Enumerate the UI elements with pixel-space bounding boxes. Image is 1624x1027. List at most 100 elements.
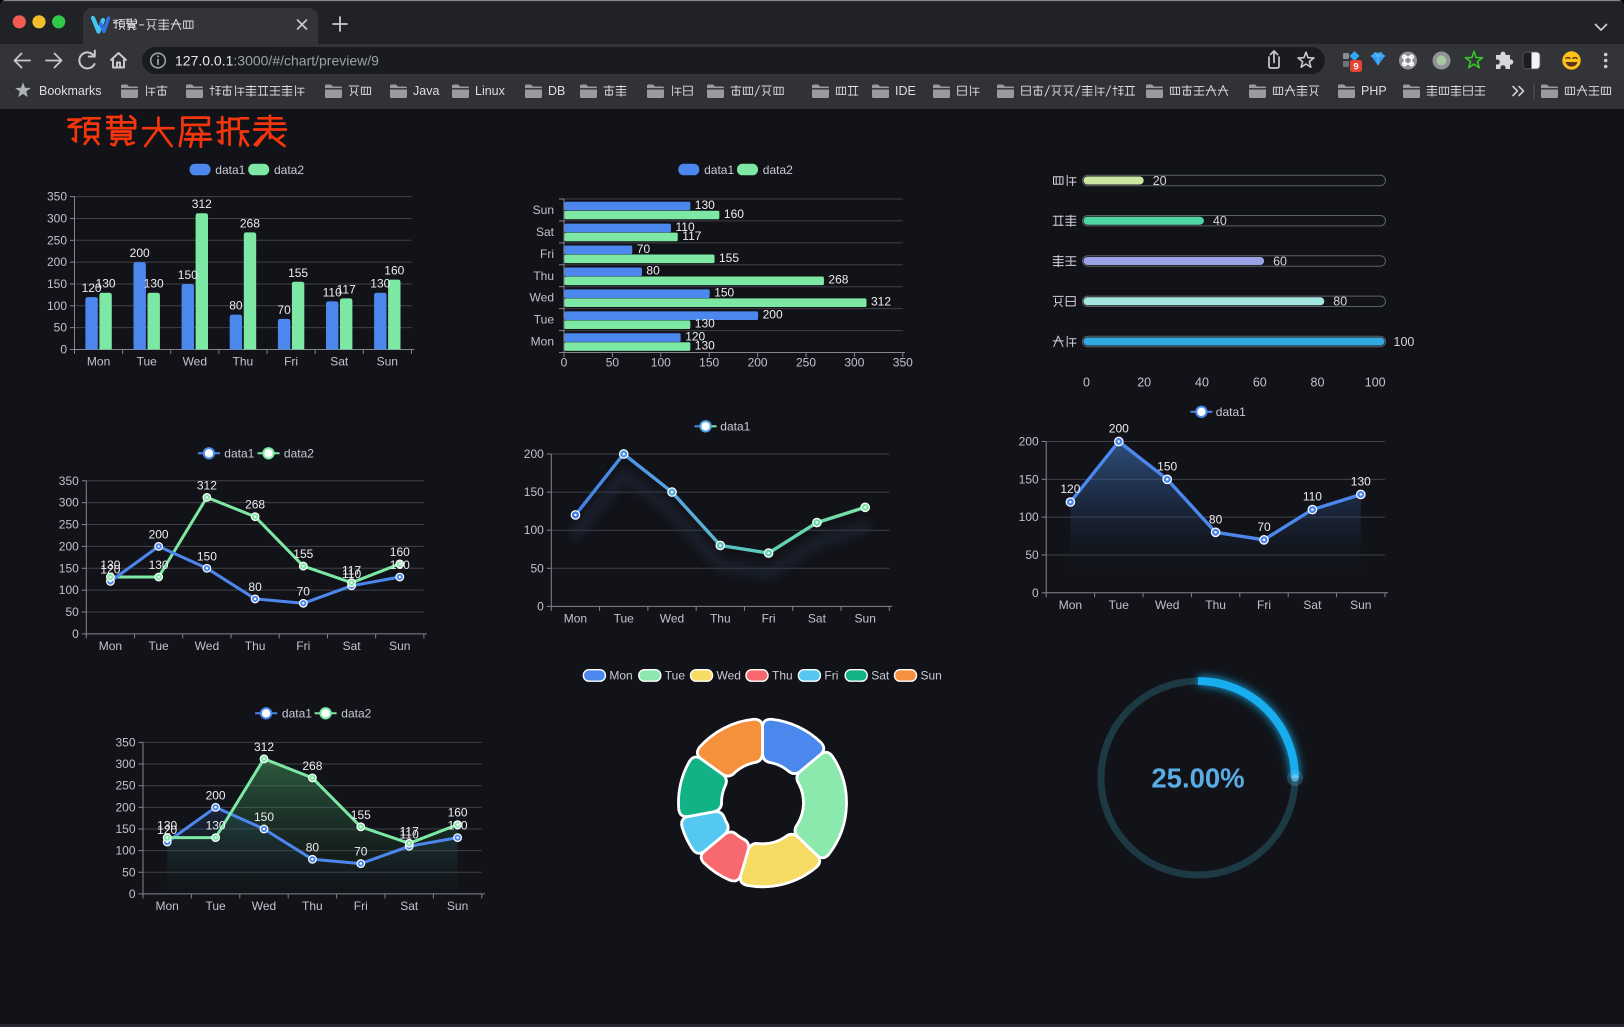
svg-text:0: 0: [537, 599, 544, 613]
svg-text:Wed: Wed: [530, 291, 554, 305]
svg-text:Sun: Sun: [447, 899, 468, 913]
svg-text:117: 117: [342, 564, 361, 578]
svg-text:data1: data1: [1216, 405, 1246, 419]
svg-text:250: 250: [59, 518, 79, 532]
svg-text:Sun: Sun: [855, 611, 876, 625]
svg-text:0: 0: [561, 356, 568, 370]
svg-text:117: 117: [682, 229, 701, 243]
svg-text:Thu: Thu: [302, 899, 323, 913]
svg-text:80: 80: [306, 840, 320, 854]
svg-text:200: 200: [149, 527, 169, 541]
svg-text:300: 300: [59, 496, 79, 510]
svg-text:Mon: Mon: [156, 899, 179, 913]
svg-text:50: 50: [54, 321, 68, 335]
svg-text:Fri: Fri: [354, 899, 368, 913]
svg-text:160: 160: [448, 806, 468, 820]
svg-text:Thu: Thu: [233, 355, 254, 369]
svg-text:200: 200: [130, 246, 150, 260]
svg-text:110: 110: [1303, 490, 1322, 504]
svg-text:DB: DB: [548, 84, 565, 98]
svg-text:312: 312: [871, 295, 891, 309]
svg-text:Sat: Sat: [343, 639, 362, 653]
svg-text:150: 150: [59, 561, 79, 575]
svg-text:data2: data2: [284, 447, 314, 461]
svg-text:80: 80: [646, 264, 660, 278]
svg-text:100: 100: [115, 844, 135, 858]
svg-text:Mon: Mon: [531, 335, 554, 349]
svg-text:200: 200: [115, 800, 135, 814]
svg-text:50: 50: [530, 561, 544, 575]
svg-text:160: 160: [724, 207, 744, 221]
svg-text:0: 0: [60, 343, 67, 357]
svg-text:110: 110: [676, 220, 695, 234]
svg-text:data1: data1: [282, 707, 312, 721]
svg-text:Bookmarks: Bookmarks: [39, 84, 102, 98]
svg-text:130: 130: [695, 339, 715, 353]
svg-text:Fri: Fri: [1257, 598, 1271, 612]
svg-text:100: 100: [651, 356, 671, 370]
svg-text:100: 100: [59, 583, 79, 597]
svg-text:Sun: Sun: [921, 669, 942, 683]
svg-text:50: 50: [122, 865, 136, 879]
svg-text:120: 120: [82, 281, 102, 295]
svg-text:0: 0: [129, 887, 136, 901]
svg-text:Fri: Fri: [296, 639, 310, 653]
svg-text:9: 9: [1353, 62, 1358, 73]
svg-text:Mon: Mon: [609, 669, 632, 683]
svg-text:IDE: IDE: [895, 84, 916, 98]
svg-text:Mon: Mon: [1059, 598, 1082, 612]
svg-text:350: 350: [47, 190, 67, 204]
svg-text:data2: data2: [274, 163, 304, 177]
svg-text:Mon: Mon: [87, 355, 110, 369]
svg-text:80: 80: [1311, 376, 1325, 390]
svg-text:50: 50: [1025, 548, 1039, 562]
svg-text:40: 40: [1213, 214, 1227, 228]
svg-text:150: 150: [47, 277, 67, 291]
svg-text:200: 200: [59, 539, 79, 553]
svg-text:Fri: Fri: [284, 355, 298, 369]
svg-text:130: 130: [100, 558, 120, 572]
svg-text:Sat: Sat: [871, 669, 890, 683]
svg-text:130: 130: [448, 819, 468, 833]
svg-text:150: 150: [197, 549, 217, 563]
svg-text:20: 20: [1137, 376, 1151, 390]
svg-text:80: 80: [248, 580, 262, 594]
svg-text:130: 130: [149, 558, 169, 572]
svg-text:50: 50: [65, 605, 79, 619]
svg-text:268: 268: [302, 759, 322, 773]
svg-text:312: 312: [197, 478, 217, 492]
svg-text:250: 250: [115, 779, 135, 793]
svg-text:Thu: Thu: [772, 669, 793, 683]
svg-text:Tue: Tue: [614, 611, 635, 625]
svg-text:312: 312: [254, 740, 274, 754]
svg-text:0: 0: [1032, 586, 1039, 600]
svg-text:Fri: Fri: [762, 611, 776, 625]
svg-text:150: 150: [115, 822, 135, 836]
svg-text:155: 155: [288, 266, 308, 280]
svg-text:0: 0: [1083, 376, 1090, 390]
svg-text:250: 250: [47, 233, 67, 247]
svg-text:Sat: Sat: [536, 225, 555, 239]
svg-text:Wed: Wed: [195, 639, 219, 653]
svg-text:100: 100: [1365, 376, 1386, 390]
svg-text:130: 130: [96, 277, 116, 291]
svg-text:100: 100: [47, 299, 67, 313]
svg-text:Wed: Wed: [717, 669, 741, 683]
svg-text:350: 350: [893, 356, 913, 370]
svg-text:120: 120: [100, 562, 120, 576]
svg-text:Wed: Wed: [252, 899, 276, 913]
svg-text:150: 150: [1019, 472, 1039, 486]
svg-text:300: 300: [47, 211, 67, 225]
svg-text:Thu: Thu: [1205, 598, 1226, 612]
svg-text:130: 130: [144, 277, 164, 291]
svg-text:100: 100: [1019, 510, 1039, 524]
svg-text:Mon: Mon: [99, 639, 122, 653]
svg-text:40: 40: [1195, 376, 1209, 390]
svg-text:Thu: Thu: [533, 269, 554, 283]
svg-text:Sat: Sat: [808, 611, 827, 625]
svg-text:268: 268: [245, 498, 265, 512]
svg-text:130: 130: [1351, 475, 1371, 489]
svg-text:200: 200: [763, 308, 783, 322]
svg-text:Sun: Sun: [377, 355, 398, 369]
svg-text:200: 200: [206, 788, 226, 802]
